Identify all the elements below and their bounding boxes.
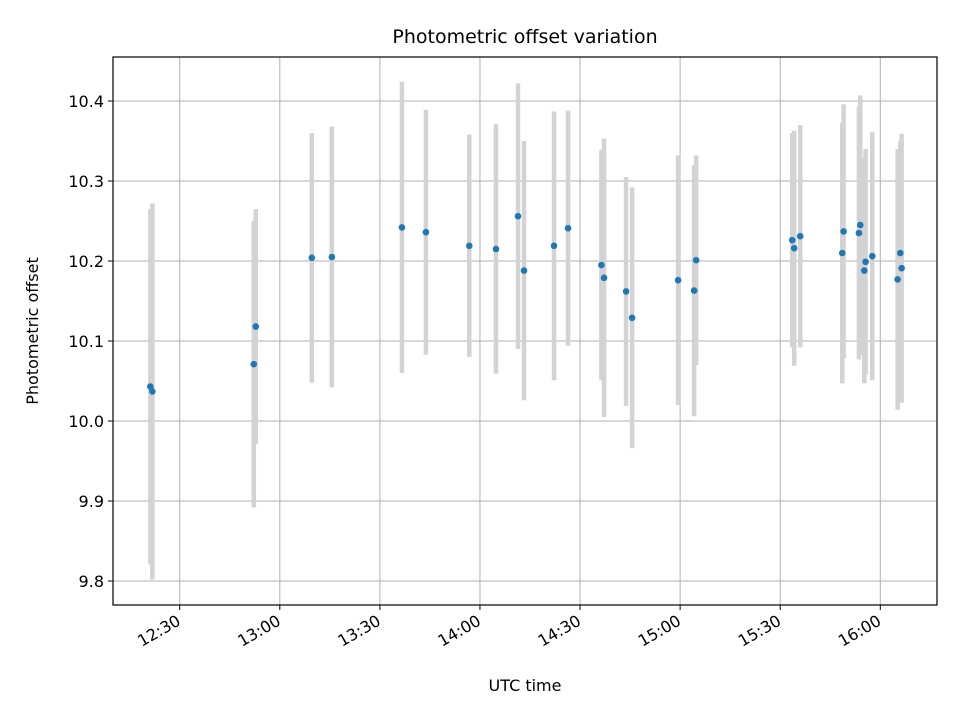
data-point xyxy=(788,236,796,244)
data-point xyxy=(862,258,869,266)
chart-title: Photometric offset variation xyxy=(392,26,657,48)
data-point xyxy=(252,323,260,330)
y-tick-label: 10.3 xyxy=(68,172,104,191)
data-point xyxy=(250,360,258,368)
y-tick-label: 10.2 xyxy=(68,252,104,271)
data-point xyxy=(840,228,847,235)
data-point xyxy=(897,249,904,257)
plot-frame xyxy=(112,56,938,606)
data-point xyxy=(514,212,522,220)
data-point xyxy=(790,244,798,252)
y-tick-label: 10.1 xyxy=(68,332,104,351)
data-point xyxy=(564,224,572,232)
data-point xyxy=(600,274,608,282)
y-tick-label: 10.4 xyxy=(68,92,104,111)
data-point xyxy=(838,249,846,257)
data-point xyxy=(894,276,901,283)
data-point xyxy=(550,242,558,250)
data-point xyxy=(898,264,905,272)
y-axis-ticks: 9.8 9.9 10.0 10.1 10.2 10.3 10.4 xyxy=(68,92,113,591)
x-axis-label: UTC time xyxy=(489,676,562,695)
y-tick-label: 10.0 xyxy=(68,412,104,431)
y-tick-label: 9.9 xyxy=(79,492,104,511)
data-point xyxy=(690,287,698,294)
data-point xyxy=(422,228,430,236)
data-point xyxy=(796,232,804,240)
data-point xyxy=(692,256,700,264)
data-point xyxy=(465,242,473,250)
data-point xyxy=(328,253,336,261)
y-tick-label: 9.8 xyxy=(79,572,104,591)
y-axis-label: Photometric offset xyxy=(23,257,42,405)
data-point xyxy=(868,252,876,260)
data-point xyxy=(520,267,528,274)
data-point xyxy=(149,388,156,395)
data-points xyxy=(147,212,905,395)
data-point xyxy=(598,261,605,269)
data-point xyxy=(398,224,406,231)
data-point xyxy=(628,314,636,322)
data-point xyxy=(674,276,682,284)
data-point xyxy=(860,267,868,274)
data-point xyxy=(492,245,500,253)
data-point xyxy=(622,288,630,295)
data-point xyxy=(308,254,316,262)
data-point xyxy=(855,229,863,237)
data-point xyxy=(856,221,864,229)
